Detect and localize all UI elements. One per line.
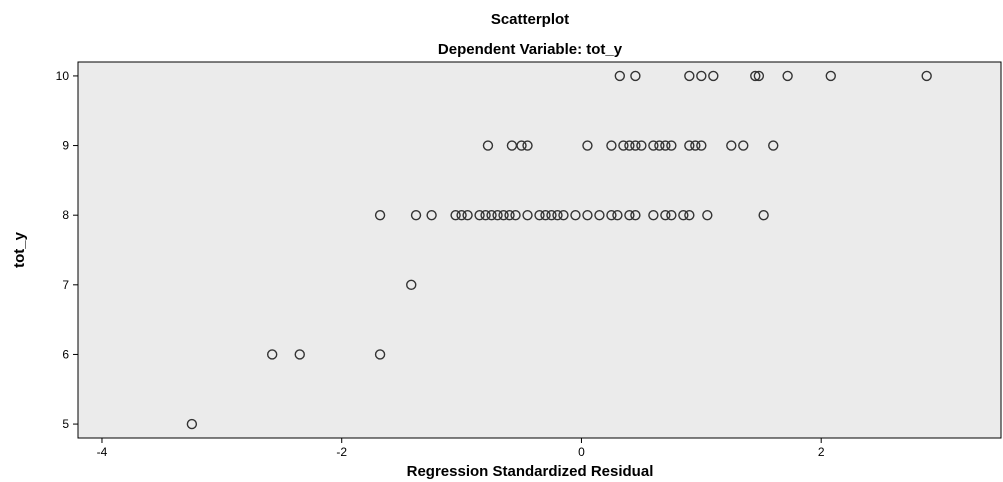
data-point — [666, 209, 677, 221]
data-point — [630, 209, 641, 221]
data-point — [702, 209, 713, 221]
x-tick-label: 2 — [818, 445, 825, 459]
x-axis: -4 -2 0 2 — [97, 438, 825, 459]
y-tick-label: 8 — [62, 208, 69, 222]
data-point — [738, 140, 749, 151]
data-point — [726, 140, 737, 151]
data-point — [540, 209, 551, 221]
data-point — [636, 140, 647, 151]
data-point — [474, 209, 485, 221]
y-axis: 5 6 7 8 9 10 — [56, 69, 78, 431]
data-point — [374, 209, 386, 221]
data-point — [406, 279, 417, 291]
data-point — [666, 140, 677, 151]
data-point — [522, 209, 533, 221]
data-point — [660, 140, 671, 151]
data-point — [921, 70, 932, 82]
data-point — [684, 140, 695, 151]
data-point — [684, 209, 695, 221]
data-point — [492, 209, 503, 221]
data-point — [522, 140, 533, 151]
data-point — [654, 140, 665, 151]
y-tick-label: 10 — [56, 69, 70, 83]
data-point — [504, 209, 515, 221]
y-tick-label: 9 — [62, 139, 69, 153]
y-axis-title: tot_y — [11, 231, 28, 267]
x-tick-label: 0 — [578, 445, 585, 459]
data-point — [266, 349, 278, 360]
data-point — [630, 140, 641, 151]
data-point — [374, 349, 386, 360]
data-point — [534, 209, 545, 221]
x-axis-title: Regression Standardized Residual — [407, 463, 654, 480]
y-tick-label: 5 — [62, 417, 69, 431]
data-point — [612, 209, 623, 221]
data-point — [696, 140, 707, 151]
data-point — [648, 209, 659, 221]
x-tick-label: -4 — [97, 445, 108, 459]
data-point — [758, 209, 769, 221]
data-point — [624, 140, 635, 151]
chart-title: Scatterplot — [491, 11, 569, 28]
data-point — [753, 70, 765, 82]
data-point — [750, 70, 761, 82]
y-tick-label: 6 — [62, 347, 69, 361]
plot-area — [77, 61, 1002, 439]
x-tick-label: -2 — [336, 445, 347, 459]
data-point — [450, 209, 461, 221]
data-point — [606, 140, 617, 151]
data-point — [684, 70, 695, 82]
data-point — [482, 140, 494, 151]
data-point — [768, 140, 779, 151]
data-point — [624, 209, 635, 221]
data-point — [480, 209, 491, 221]
y-tick-label: 7 — [62, 278, 69, 292]
data-point — [606, 209, 617, 221]
data-point — [618, 140, 629, 151]
data-point — [558, 209, 569, 221]
data-point — [696, 70, 707, 82]
data-point — [498, 209, 509, 221]
data-point — [410, 209, 422, 221]
data-point — [660, 209, 671, 221]
data-points — [186, 70, 932, 430]
chart-subtitle: Dependent Variable: tot_y — [438, 41, 623, 58]
data-point — [690, 140, 701, 151]
data-point — [426, 209, 437, 221]
data-point — [516, 140, 527, 151]
data-point — [708, 70, 719, 82]
data-point — [294, 349, 305, 360]
data-point — [570, 209, 581, 221]
data-point — [186, 418, 198, 430]
data-point — [546, 209, 557, 221]
data-point — [678, 209, 689, 221]
data-point — [582, 140, 593, 151]
data-point — [510, 209, 521, 221]
data-point — [594, 209, 605, 221]
data-point — [825, 70, 836, 82]
data-point — [630, 70, 641, 82]
data-point — [552, 209, 563, 221]
data-point — [486, 209, 497, 221]
data-point — [462, 209, 473, 221]
data-point — [614, 70, 626, 82]
data-point — [782, 70, 793, 82]
data-point — [456, 209, 467, 221]
data-point — [582, 209, 593, 221]
data-point — [648, 140, 659, 151]
